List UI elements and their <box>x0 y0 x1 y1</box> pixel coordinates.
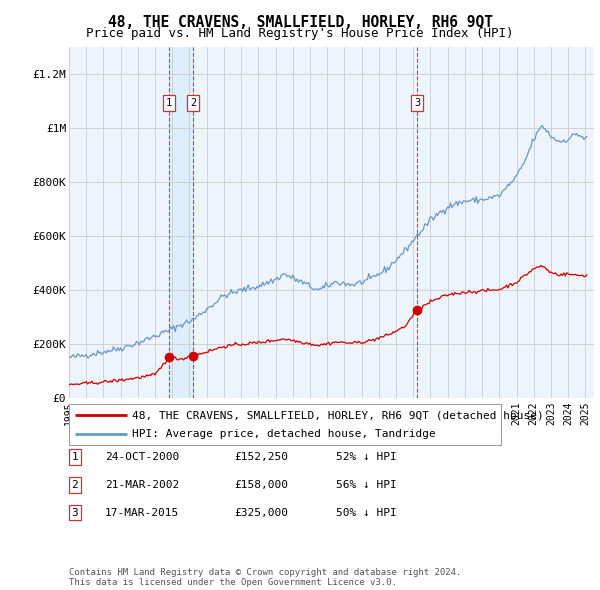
Text: 50% ↓ HPI: 50% ↓ HPI <box>336 508 397 517</box>
Text: 48, THE CRAVENS, SMALLFIELD, HORLEY, RH6 9QT: 48, THE CRAVENS, SMALLFIELD, HORLEY, RH6… <box>107 15 493 30</box>
Text: Contains HM Land Registry data © Crown copyright and database right 2024.
This d: Contains HM Land Registry data © Crown c… <box>69 568 461 587</box>
Text: 24-OCT-2000: 24-OCT-2000 <box>105 453 179 462</box>
Text: HPI: Average price, detached house, Tandridge: HPI: Average price, detached house, Tand… <box>131 430 436 440</box>
Text: 2: 2 <box>190 99 196 109</box>
Text: Price paid vs. HM Land Registry's House Price Index (HPI): Price paid vs. HM Land Registry's House … <box>86 27 514 40</box>
Text: 1: 1 <box>71 453 79 462</box>
Text: 56% ↓ HPI: 56% ↓ HPI <box>336 480 397 490</box>
Text: 21-MAR-2002: 21-MAR-2002 <box>105 480 179 490</box>
Text: 17-MAR-2015: 17-MAR-2015 <box>105 508 179 517</box>
Text: £158,000: £158,000 <box>234 480 288 490</box>
Bar <box>169 47 193 398</box>
Text: 2: 2 <box>71 480 79 490</box>
Text: 1: 1 <box>166 99 172 109</box>
Text: £152,250: £152,250 <box>234 453 288 462</box>
Text: £325,000: £325,000 <box>234 508 288 517</box>
Text: 3: 3 <box>71 508 79 517</box>
Text: 3: 3 <box>414 99 420 109</box>
Text: 48, THE CRAVENS, SMALLFIELD, HORLEY, RH6 9QT (detached house): 48, THE CRAVENS, SMALLFIELD, HORLEY, RH6… <box>131 410 544 420</box>
Text: 52% ↓ HPI: 52% ↓ HPI <box>336 453 397 462</box>
